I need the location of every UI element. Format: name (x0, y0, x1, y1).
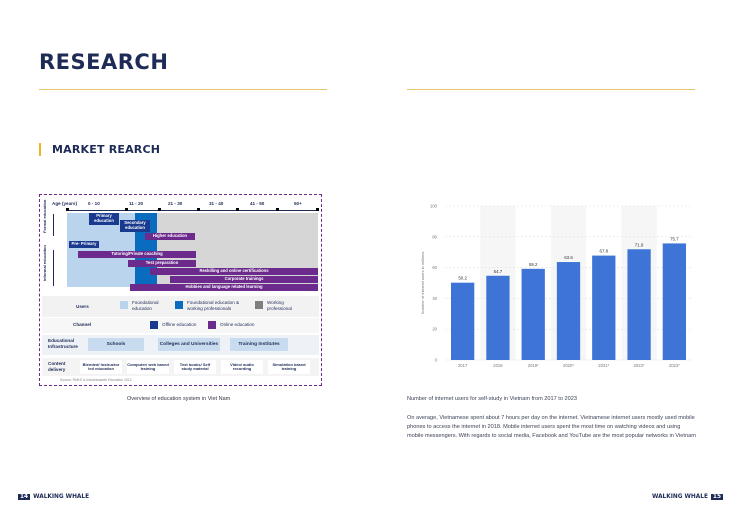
y-tick-label: 100 (430, 204, 438, 209)
bar (662, 243, 687, 360)
x-tick-label: 2019* (528, 363, 539, 368)
channel-row (42, 318, 319, 333)
legend-swatch (120, 301, 128, 309)
age-range: 31 - 40 (209, 201, 224, 206)
infrastructure-label: Educational Infrastructure (48, 338, 78, 349)
y-tick-label: 0 (435, 358, 438, 363)
corporate-bar: Corporate trainings (170, 276, 318, 283)
timeline-tick (197, 208, 200, 211)
timeline-tick (158, 208, 161, 211)
y-tick-label: 40 (432, 296, 437, 301)
bar (486, 275, 510, 360)
y-tick-label: 80 (432, 234, 437, 239)
footer-left: 14 WALKING WHALE (18, 494, 89, 506)
timeline-tick (66, 208, 69, 211)
secondary-education-bar: Secondary education (120, 220, 150, 232)
timeline-tick (316, 208, 319, 211)
infra-schools: Schools (88, 338, 144, 351)
bracket (53, 214, 54, 236)
legend-swatch (175, 301, 183, 309)
timeline-tick (276, 208, 279, 211)
bar (592, 255, 616, 360)
legend-label: Foundational education & working profess… (187, 300, 240, 311)
section-title: MARKET REARCH (52, 143, 161, 156)
content-item: Blended/ Instructor led education (80, 360, 122, 374)
content-item: Simulation based training (268, 360, 310, 374)
reskilling-bar: Reskilling and online certifications (150, 268, 318, 275)
bar (450, 282, 475, 360)
data-label: 75.7 (670, 236, 679, 241)
page-number: 15 (710, 494, 723, 500)
bar (556, 262, 581, 360)
bracket (53, 250, 54, 286)
body-paragraph: On average, Vietnamese spent about 7 hou… (407, 415, 696, 439)
page-title: RESEARCH (39, 50, 169, 74)
content-item: Computer/ web based training (127, 360, 169, 374)
data-label: 63.6 (564, 255, 573, 260)
x-tick-label: 2021* (598, 363, 609, 368)
legend-swatch (208, 321, 216, 329)
left-caption: Overview of education system in Viet Nam (127, 396, 231, 402)
content-item: Video/ audio recording (221, 360, 263, 374)
test-prep-bar: Test preparation (128, 260, 196, 267)
x-tick-label: 2018 (493, 363, 503, 368)
footer-brand: WALKING WHALE (651, 494, 708, 500)
left-divider (39, 89, 327, 90)
y-axis-label: Number of internet users in millions (420, 252, 425, 315)
y-tick-label: 20 (432, 327, 437, 332)
timeline-tick (236, 208, 239, 211)
section-accent-bar (39, 143, 41, 156)
content-item: Text books/ Self study material (174, 360, 216, 374)
education-system-diagram: Age (years) 0 - 10 11 - 20 21 - 30 31 - … (39, 194, 322, 386)
data-label: 59.2 (529, 262, 538, 267)
formal-education-label: Formal education (42, 199, 47, 233)
informal-education-label: Informal education (42, 245, 47, 281)
tutoring-bar: Tutoring/Private coaching (78, 251, 196, 258)
timeline-tick (125, 208, 128, 211)
legend-label: Online education (220, 322, 255, 327)
age-range: 50+ (294, 201, 302, 206)
age-range: 41 - 50 (250, 201, 265, 206)
right-divider (407, 89, 695, 90)
page-number: 14 (18, 494, 31, 500)
internet-users-chart: 0 20 40 60 80 100 Number of internet users in … (420, 204, 692, 368)
infra-colleges: Colleges and Universities (158, 338, 220, 351)
timeline-axis (66, 210, 318, 211)
legend-label: Working professional (267, 300, 292, 311)
data-label: 71.9 (635, 242, 644, 247)
infra-training: Training Institutes (230, 338, 288, 351)
age-range: 11 - 20 (129, 201, 144, 206)
users-label: Users (76, 304, 89, 309)
x-tick-label: 2017 (458, 363, 468, 368)
footer-right: WALKING WHALE 15 (652, 494, 723, 506)
data-label: 50.2 (458, 276, 467, 281)
age-label: Age (years) (52, 201, 78, 206)
legend-swatch (150, 321, 158, 329)
age-range: 21 - 30 (168, 201, 183, 206)
age-range: 0 - 10 (88, 201, 100, 206)
x-tick-label: 2020* (563, 363, 574, 368)
x-tick-label: 2022* (634, 363, 645, 368)
data-label: 54.7 (494, 269, 503, 274)
footer-brand: WALKING WHALE (33, 494, 90, 500)
data-label: 67.8 (600, 249, 609, 254)
x-tick-label: 2023* (669, 363, 680, 368)
pre-primary-bar: Pre- Primary (69, 241, 99, 248)
y-tick-label: 60 (432, 265, 437, 270)
hobbies-bar: Hobbies and language related learning (130, 284, 318, 291)
legend-swatch (255, 301, 263, 309)
right-caption: Number of internet users for self-study … (407, 396, 577, 402)
higher-education-bar: Higher education (145, 233, 195, 240)
bar (521, 268, 545, 360)
primary-education-bar: Primary education (89, 213, 119, 225)
bar (627, 249, 651, 360)
channel-label: Channel (73, 322, 92, 327)
legend-label: Offline education (162, 322, 197, 327)
content-label: Content delivery (48, 361, 66, 372)
diagram-source: Source: RNKS & Indochinaweb Education 20… (60, 378, 132, 382)
legend-label: Foundational education (132, 300, 159, 311)
